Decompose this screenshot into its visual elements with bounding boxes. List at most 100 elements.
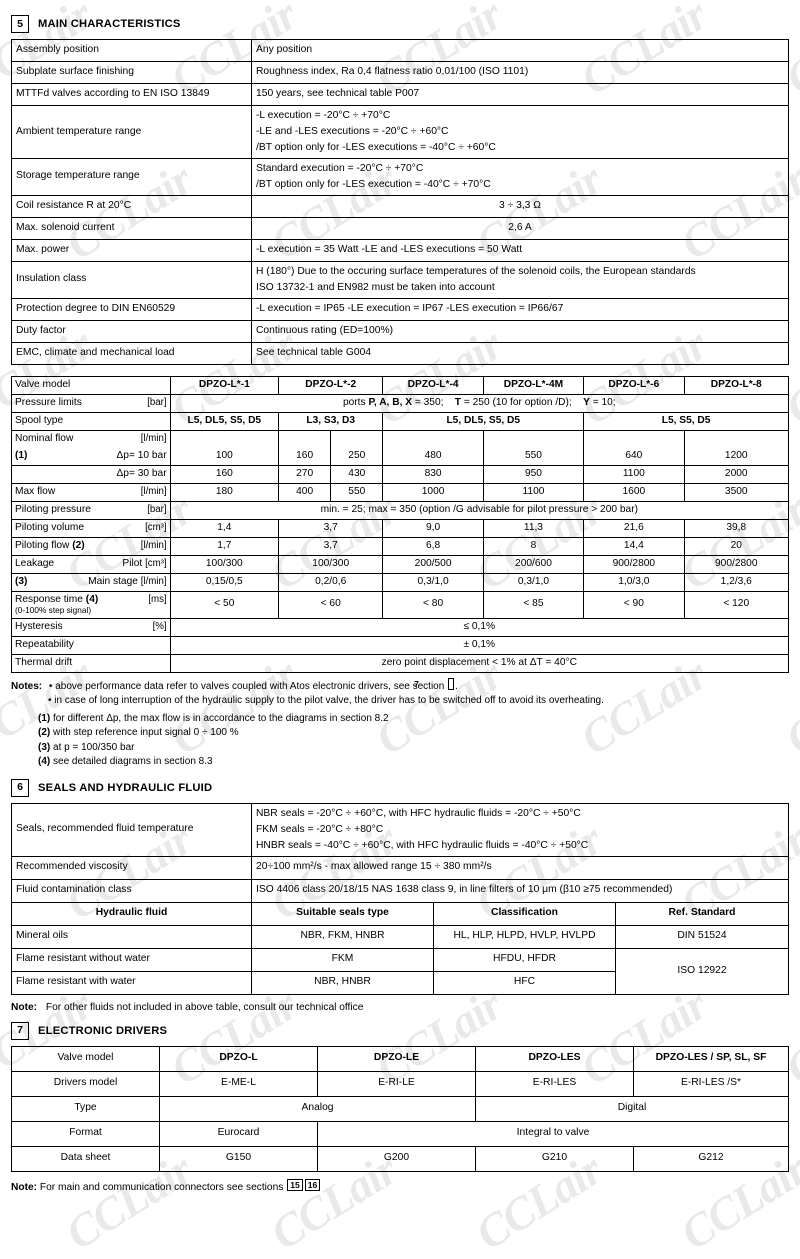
section-number: 6 bbox=[11, 778, 29, 797]
row-label: Max. power bbox=[11, 238, 252, 262]
value-line: H (180°) Due to the occuring surface tem… bbox=[256, 265, 696, 277]
table-row: Coil resistance R at 20°C 3 ÷ 3,3 Ω bbox=[11, 194, 789, 218]
label-text: Response time bbox=[15, 593, 83, 605]
table-row-data-sheet: Data sheet G150 G200 G210 G212 bbox=[11, 1145, 789, 1172]
row-label: Format bbox=[11, 1120, 160, 1147]
row-label: Piloting pressure [bar] bbox=[11, 500, 171, 520]
value-cell: Eurocard bbox=[159, 1120, 318, 1147]
section-ref-box: 15 bbox=[287, 1178, 303, 1191]
note-title: Note: bbox=[11, 1181, 38, 1193]
value-cell: 430 bbox=[330, 464, 384, 484]
fluid-name: Flame resistant with water bbox=[11, 970, 252, 995]
row-value: -L execution = 35 Watt -LE and -LES exec… bbox=[251, 238, 789, 262]
label-unit: [bar] bbox=[147, 397, 167, 409]
section-number: 5 bbox=[11, 15, 29, 33]
model-cell: DPZO-L*-1 bbox=[169, 375, 280, 395]
row-label: Valve model bbox=[11, 375, 171, 395]
table-row-type: Type Analog Digital bbox=[11, 1095, 789, 1122]
value-cell: G212 bbox=[633, 1145, 789, 1172]
value-cell: 1200 bbox=[683, 447, 790, 466]
note-num: (2) bbox=[38, 727, 51, 739]
row-label: Type bbox=[11, 1095, 160, 1122]
section-header-drivers: 7 ELECTRONIC DRIVERS bbox=[11, 1021, 789, 1040]
spool-cell: L5, DL5, S5, D5 bbox=[169, 411, 280, 431]
table-row: Fluid contamination class ISO 4406 class… bbox=[11, 878, 789, 903]
table-row-piloting-volume: Piloting volume [cm³] 1,4 3,7 9,0 11,3 21… bbox=[11, 518, 790, 538]
note-text: above performance data refer to valves c… bbox=[55, 680, 448, 692]
value-cell: 3500 bbox=[683, 482, 790, 502]
row-label: Δp= 30 bar bbox=[11, 464, 171, 484]
row-label: Leakage Pilot [cm³] bbox=[11, 554, 171, 574]
value-cell: 11,3 bbox=[482, 518, 585, 538]
table-row: MTTFd valves according to EN ISO 13849 1… bbox=[11, 83, 789, 106]
value-cell: 14,4 bbox=[583, 536, 685, 556]
row-value: ± 0,1% bbox=[169, 635, 790, 655]
value-cell: 1000 bbox=[382, 482, 484, 502]
row-value: NBR seals = -20°C ÷ +60°C, with HFC hydr… bbox=[251, 802, 789, 857]
value-cell: 20 bbox=[683, 536, 790, 556]
row-value: See technical table G004 bbox=[251, 341, 789, 365]
note-bullet: Notes: • above performance data refer to… bbox=[11, 677, 458, 692]
row-label: Recommended viscosity bbox=[11, 855, 252, 880]
row-label: (1) Δp= 10 bar bbox=[11, 447, 171, 466]
table-row-fluid-header: Hydraulic fluid Suitable seals type Clas… bbox=[11, 901, 789, 926]
value-cell: 160 bbox=[278, 447, 332, 466]
value-cell: 1,7 bbox=[169, 536, 280, 556]
value-cell: 1,4 bbox=[169, 518, 280, 538]
value-cell: 200/600 bbox=[482, 554, 585, 574]
row-label: Assembly position bbox=[11, 39, 252, 62]
value-cell: 480 bbox=[382, 447, 484, 466]
fluid-seals: FKM bbox=[251, 947, 434, 972]
table-row: Recommended viscosity 20÷100 mm²/s - max… bbox=[11, 855, 789, 880]
spacer-cell bbox=[583, 429, 685, 448]
table-row-valve-model: Valve model DPZO-L DPZO-LE DPZO-LES DPZO… bbox=[11, 1045, 789, 1072]
column-header: Hydraulic fluid bbox=[11, 901, 252, 926]
table-row: Seals, recommended fluid temperature NBR… bbox=[11, 802, 789, 857]
table-row: Insulation class H (180°) Due to the occ… bbox=[11, 260, 789, 299]
row-value: 150 years, see technical table P007 bbox=[251, 83, 789, 106]
value-cell: 21,6 bbox=[583, 518, 685, 538]
spool-cell: L3, S3, D3 bbox=[278, 411, 384, 431]
model-cell: DPZO-L*-4M bbox=[482, 375, 585, 395]
value-cell: E-ME-L bbox=[159, 1070, 318, 1097]
note-text: with step reference input signal 0 ÷ 100… bbox=[53, 727, 239, 739]
table-row: Subplate surface finishing Roughness ind… bbox=[11, 61, 789, 84]
table-row-pressure-limits: Pressure limits [bar] ports P, A, B, X = … bbox=[11, 393, 790, 413]
row-label: Duty factor bbox=[11, 319, 252, 343]
value-cell: < 85 bbox=[482, 590, 585, 619]
section-header-seals: 6 SEALS AND HYDRAULIC FLUID bbox=[11, 778, 789, 797]
value-cell: < 60 bbox=[278, 590, 384, 619]
row-label: Nominal flow [l/min] bbox=[11, 429, 171, 448]
value-line: HNBR seals = -40°C ÷ +60°C, with HFC hyd… bbox=[256, 839, 589, 851]
label-unit: [ms] bbox=[148, 594, 167, 606]
note-item: (4) see detailed diagrams in section 8.3 bbox=[11, 755, 789, 770]
spacer-cell bbox=[382, 429, 484, 448]
value-cell: 2000 bbox=[683, 464, 790, 484]
drivers-table: Valve model DPZO-L DPZO-LE DPZO-LES DPZO… bbox=[11, 1045, 789, 1172]
value-cell: DPZO-LE bbox=[317, 1045, 476, 1072]
note-text: in case of long interruption of the hydr… bbox=[54, 695, 604, 707]
main-characteristics-table: Assembly position Any position Subplate … bbox=[11, 39, 789, 365]
fluid-name: Flame resistant without water bbox=[11, 947, 252, 972]
section-number: 7 bbox=[11, 1021, 29, 1040]
value-cell: Digital bbox=[475, 1095, 789, 1122]
value-cell: Analog bbox=[159, 1095, 476, 1122]
row-label: Data sheet bbox=[11, 1145, 160, 1172]
label-unit: [cm³] bbox=[145, 557, 167, 569]
row-value: ISO 4406 class 20/18/15 NAS 1638 class 9… bbox=[251, 878, 789, 903]
table-row: Flame resistant with water NBR, HNBR HFC bbox=[11, 970, 789, 995]
table-row-piloting-pressure: Piloting pressure [bar] min. = 25; max = … bbox=[11, 500, 790, 520]
value-cell: 1100 bbox=[482, 482, 585, 502]
value-cell: 3,7 bbox=[278, 536, 384, 556]
value-cell: < 80 bbox=[382, 590, 484, 619]
label-text: Pressure limits bbox=[15, 396, 82, 408]
row-label: Storage temperature range bbox=[11, 157, 252, 196]
table-row: Assembly position Any position bbox=[11, 39, 789, 62]
value-cell: 830 bbox=[382, 464, 484, 484]
section-title: ELECTRONIC DRIVERS bbox=[38, 1024, 168, 1037]
label-sub: (0-100% step signal) bbox=[15, 605, 92, 616]
value-cell: 250 bbox=[330, 447, 384, 466]
table-row-response-time: Response time (4) [ms] (0-100% step signa… bbox=[11, 590, 790, 619]
note-marker: (1) bbox=[15, 449, 28, 461]
drivers-note: Note: For main and communication connect… bbox=[11, 1178, 789, 1193]
